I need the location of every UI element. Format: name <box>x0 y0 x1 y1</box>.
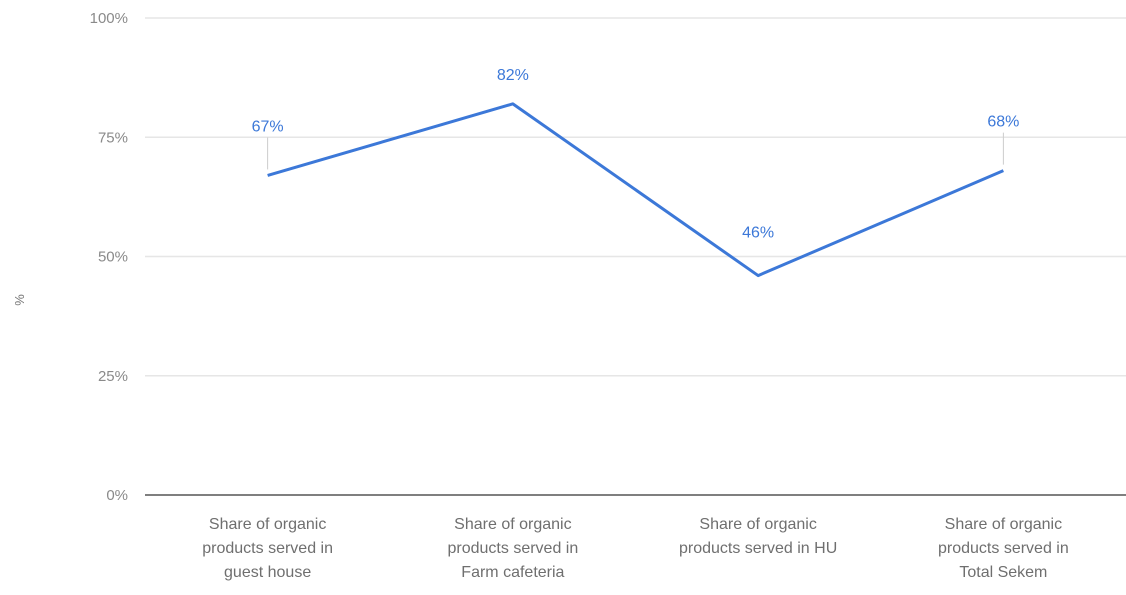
data-label: 68% <box>987 114 1019 131</box>
x-category-label: Share of organic products served in Farm c… <box>448 516 579 581</box>
y-axis-ticks: 0% 25% 50% 75% 100% <box>90 10 128 504</box>
x-category-label-line: Total Sekem <box>959 564 1047 581</box>
x-category-label-line: products served in HU <box>679 540 837 557</box>
x-category-label-line: Farm cafeteria <box>461 564 564 581</box>
data-label: 46% <box>742 225 774 242</box>
y-axis-label: % <box>12 294 27 306</box>
x-category-label-line: Share of organic <box>209 516 326 533</box>
x-category-label-line: products served in <box>448 540 579 557</box>
x-category-label-line: Share of organic <box>454 516 571 533</box>
data-label: 82% <box>497 67 529 84</box>
x-axis-categories: Share of organic products served in guest … <box>202 516 1068 581</box>
y-tick-label: 75% <box>98 129 128 146</box>
y-tick-label: 0% <box>106 487 128 504</box>
y-tick-label: 50% <box>98 249 128 266</box>
y-tick-label: 100% <box>90 10 128 27</box>
x-category-label-line: Share of organic <box>945 516 1062 533</box>
x-category-label-line: guest house <box>224 564 311 581</box>
x-category-label-line: Share of organic <box>699 516 816 533</box>
x-category-label: Share of organic products served in HU <box>679 516 837 557</box>
x-category-label: Share of organic products served in guest … <box>202 516 333 581</box>
series-line <box>267 102 1004 278</box>
y-tick-label: 25% <box>98 368 128 385</box>
label-leaders <box>267 132 1004 170</box>
gridlines <box>145 17 1126 377</box>
x-category-label-line: products served in <box>202 540 333 557</box>
x-category-label-line: products served in <box>938 540 1069 557</box>
data-label: 67% <box>252 118 284 135</box>
data-labels: 67% 82% 46% 68% <box>252 67 1020 242</box>
x-category-label: Share of organic products served in Total … <box>938 516 1069 581</box>
